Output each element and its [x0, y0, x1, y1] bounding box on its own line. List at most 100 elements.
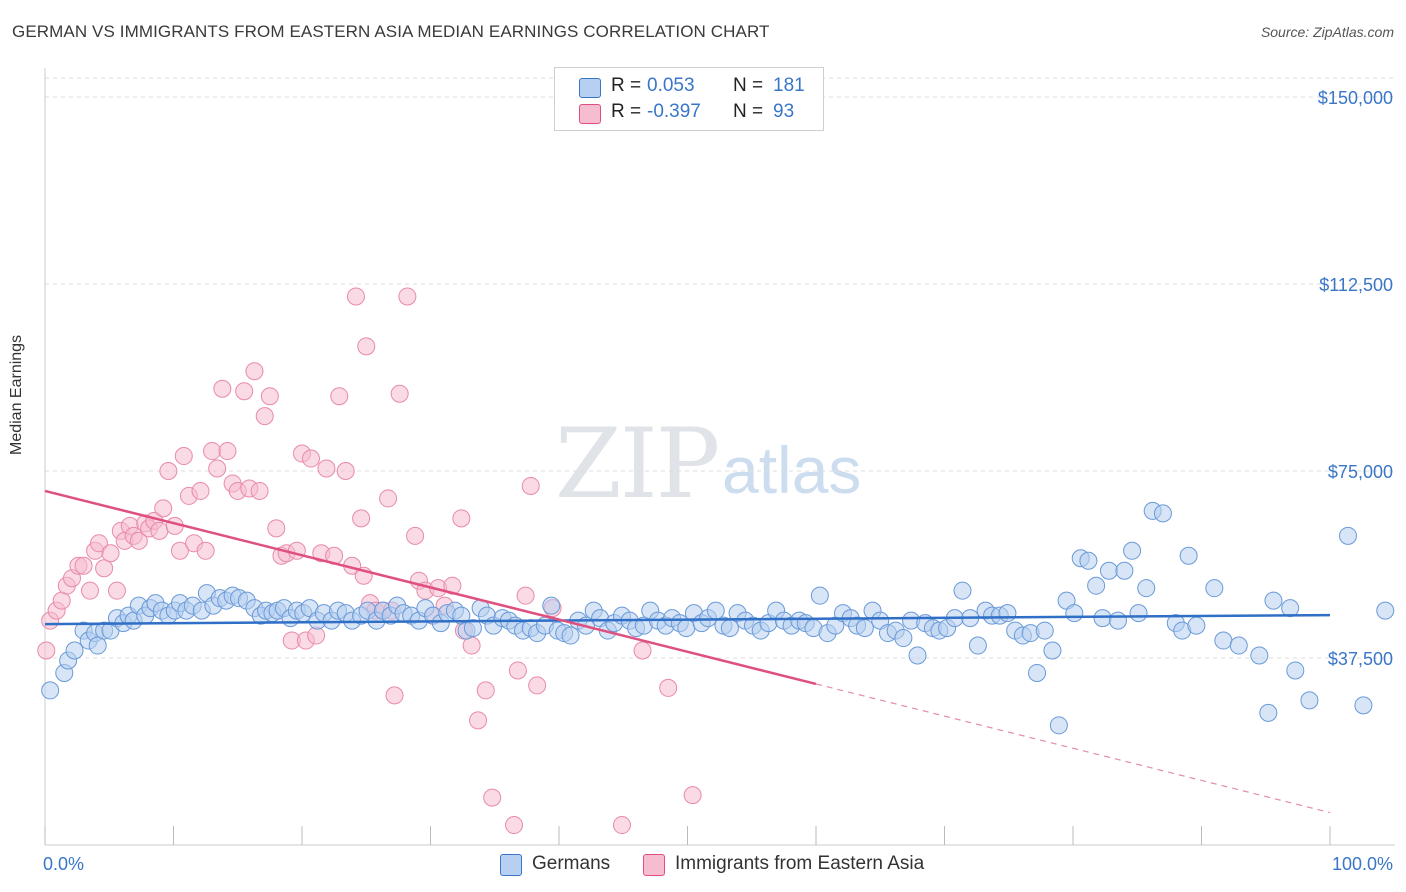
asia-n-value: 93	[773, 101, 795, 122]
german-point	[1281, 599, 1300, 618]
r-label: R =	[611, 101, 642, 122]
asia-point	[203, 442, 222, 461]
y-tick-label: $75,000	[1328, 462, 1393, 482]
german-point	[1043, 641, 1062, 660]
y-tick-label: $37,500	[1328, 649, 1393, 669]
watermark-zip: ZIP	[555, 408, 720, 520]
german-points	[41, 501, 1395, 735]
asia-point	[508, 661, 527, 680]
german-point	[1179, 546, 1198, 565]
asia-point	[385, 686, 404, 705]
german-point	[1129, 604, 1148, 623]
asia-point	[235, 382, 254, 401]
stats-box: R = 0.053 N = 181 R = -0.397 N = 93	[554, 67, 824, 131]
german-point	[1354, 696, 1373, 715]
german-point	[1049, 716, 1068, 735]
n-label: N =	[733, 101, 764, 122]
asia-point	[452, 509, 471, 528]
asia-point	[516, 586, 535, 605]
asia-point	[245, 362, 264, 381]
german-point	[1028, 663, 1047, 682]
asia-point	[159, 462, 178, 480]
german-point	[1123, 541, 1142, 560]
asia-point	[260, 387, 279, 406]
asia-point	[101, 544, 120, 563]
german-point	[1286, 661, 1305, 680]
german-n-value: 181	[773, 75, 805, 96]
asia-point	[612, 816, 631, 835]
german-point	[810, 586, 829, 605]
german-point	[1338, 526, 1357, 545]
asia-point	[307, 626, 326, 645]
asia-point	[462, 636, 481, 655]
source-credit: Source: ZipAtlas.com	[1260, 24, 1394, 40]
german-point	[1376, 601, 1395, 620]
german-point	[561, 626, 580, 645]
asia-point	[406, 526, 425, 545]
german-point	[908, 646, 927, 665]
asia-point	[317, 459, 336, 478]
asia-point	[505, 816, 524, 835]
german-point	[706, 601, 725, 620]
german-point	[1108, 611, 1127, 630]
german-point	[894, 629, 913, 648]
asia-point	[390, 384, 409, 403]
german-point	[1259, 703, 1278, 722]
german-point	[1300, 691, 1319, 710]
asia-point	[174, 447, 193, 466]
asia-point	[659, 678, 678, 697]
german-point	[65, 641, 84, 660]
german-point	[855, 619, 874, 638]
trend-lines	[44, 489, 1331, 814]
asia-point	[633, 641, 652, 660]
asia-r-value: -0.397	[647, 101, 701, 122]
watermark-atlas: atlas	[722, 433, 862, 507]
german-point	[1065, 604, 1084, 623]
asia-point	[683, 786, 702, 805]
asia-point	[37, 641, 56, 660]
asia-point	[379, 489, 398, 508]
german-point	[1137, 579, 1156, 598]
legend-asia-label: Immigrants from Eastern Asia	[675, 853, 925, 874]
asia-point	[483, 788, 502, 807]
asia-point	[398, 287, 417, 306]
asia-point	[208, 459, 227, 478]
asia-trend-extension	[815, 683, 1331, 814]
german-point	[1205, 579, 1224, 598]
y-tick-label: $150,000	[1318, 88, 1393, 108]
german-point	[968, 636, 987, 655]
r-label: R =	[611, 75, 642, 96]
asia-point	[357, 337, 376, 356]
german-r-value: 0.053	[647, 75, 695, 96]
asia-point	[301, 449, 320, 468]
german-trend-line	[44, 613, 1331, 626]
asia-point	[346, 287, 365, 306]
legend-german-swatch	[500, 854, 522, 876]
asia-point	[336, 462, 355, 480]
german-point	[1264, 591, 1283, 610]
legend-german-label: Germans	[532, 853, 611, 874]
asia-point	[352, 509, 371, 528]
german-swatch	[579, 78, 601, 98]
asia-point	[528, 676, 547, 695]
asia-point	[129, 531, 148, 550]
asia-point	[213, 379, 232, 398]
asia-point	[80, 581, 99, 600]
asia-point	[74, 556, 93, 575]
german-point	[1153, 504, 1172, 523]
tick-labels: $37,500 $75,000 $112,500 $150,000 0.0% 100.0%	[43, 88, 1393, 874]
asia-point	[267, 519, 286, 538]
german-point	[953, 581, 972, 600]
asia-point	[170, 541, 189, 560]
german-point	[1187, 616, 1206, 635]
german-point	[1229, 636, 1248, 655]
legend-asia-swatch	[643, 854, 665, 876]
asia-point	[330, 387, 349, 406]
axes	[44, 68, 1395, 846]
asia-point	[476, 681, 495, 700]
asia-point	[107, 581, 126, 600]
chart-title: GERMAN VS IMMIGRANTS FROM EASTERN ASIA M…	[12, 22, 770, 41]
asia-point	[191, 481, 210, 500]
asia-points	[37, 287, 702, 835]
german-point	[998, 604, 1017, 623]
